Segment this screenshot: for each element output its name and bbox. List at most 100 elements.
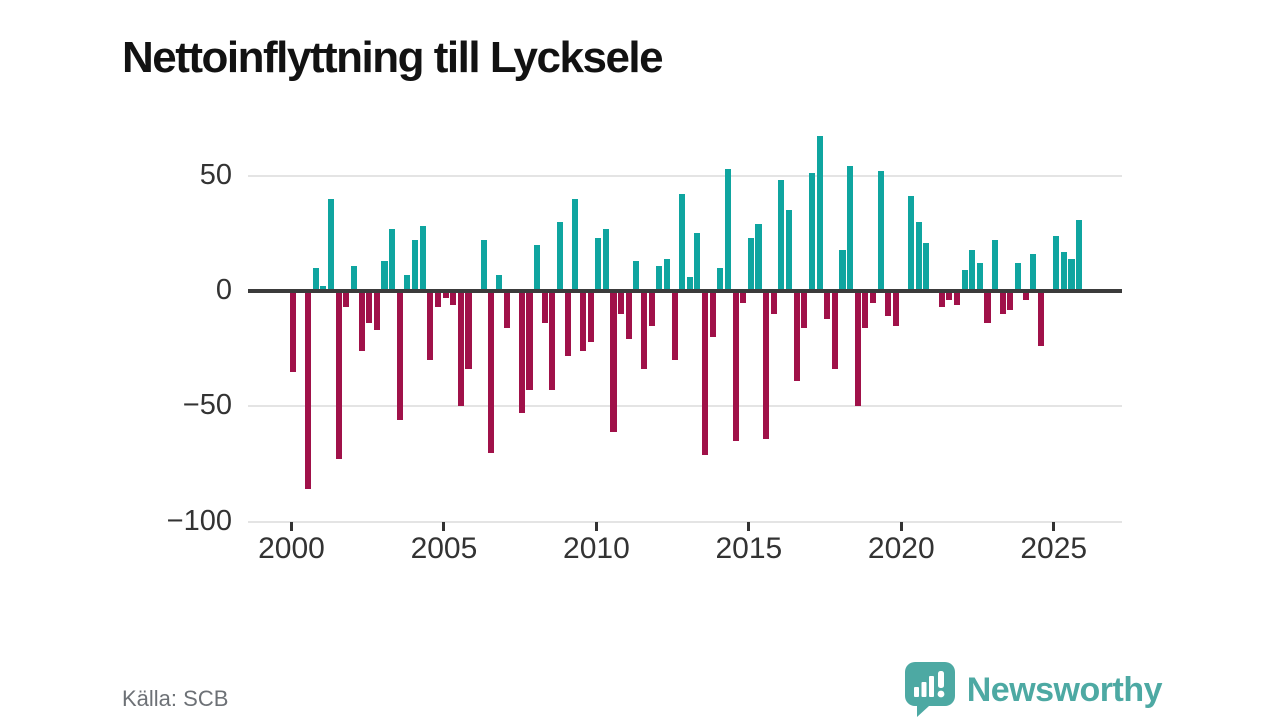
bar-negative bbox=[373, 291, 380, 331]
bar-negative bbox=[740, 291, 747, 303]
bar-positive bbox=[404, 274, 411, 291]
bar-negative bbox=[946, 291, 953, 301]
bar-positive bbox=[976, 263, 983, 291]
x-axis-tick-label: 2000 bbox=[258, 532, 325, 565]
bar-negative bbox=[579, 291, 587, 351]
bar-negative bbox=[541, 291, 548, 324]
y-axis-tick-label: −50 bbox=[182, 389, 232, 422]
chart-title: Nettoinflyttning till Lycksele bbox=[122, 33, 664, 83]
bar-negative bbox=[427, 291, 434, 361]
bar-positive bbox=[747, 237, 754, 291]
bar-positive bbox=[717, 267, 724, 291]
bar-positive bbox=[778, 180, 785, 291]
bar-negative bbox=[885, 291, 892, 317]
bar-positive bbox=[877, 171, 884, 291]
bar-positive bbox=[992, 240, 999, 291]
bar-positive bbox=[908, 196, 915, 291]
bar-negative bbox=[763, 291, 770, 439]
bar-positive bbox=[816, 136, 823, 291]
bar-negative bbox=[709, 291, 716, 338]
bar-negative bbox=[610, 291, 617, 432]
bar-positive bbox=[694, 233, 701, 291]
bar-negative bbox=[1037, 291, 1044, 347]
bar-negative bbox=[587, 291, 594, 342]
bar-positive bbox=[808, 173, 815, 291]
bar-positive bbox=[480, 240, 487, 291]
x-axis-tick-label: 2010 bbox=[563, 532, 630, 565]
bar-negative bbox=[488, 291, 495, 453]
bar-positive bbox=[923, 242, 930, 291]
bar-negative bbox=[732, 291, 739, 441]
bar-negative bbox=[305, 291, 312, 490]
bar-negative bbox=[358, 291, 365, 351]
bar-positive bbox=[602, 228, 609, 291]
bar-negative bbox=[1022, 291, 1029, 301]
x-axis-tick bbox=[1052, 521, 1056, 531]
bar-positive bbox=[1076, 219, 1083, 291]
bar-negative bbox=[503, 291, 510, 328]
bar-negative bbox=[465, 291, 472, 370]
bar-negative bbox=[862, 291, 869, 328]
bar-positive bbox=[350, 265, 358, 291]
bar-positive bbox=[320, 286, 327, 291]
bar-negative bbox=[457, 291, 464, 407]
bar-positive bbox=[381, 261, 388, 291]
bar-positive bbox=[1030, 254, 1037, 291]
bar-negative bbox=[396, 291, 403, 421]
bar-negative bbox=[518, 291, 525, 414]
bar-negative bbox=[335, 291, 342, 460]
bar-positive bbox=[969, 249, 976, 291]
bar-positive bbox=[312, 267, 319, 291]
bar-negative bbox=[793, 291, 800, 381]
brand-footer: Newsworthy bbox=[904, 662, 1163, 718]
bar-negative bbox=[640, 291, 648, 370]
bar-negative bbox=[869, 291, 877, 303]
bar-positive bbox=[755, 224, 762, 291]
x-axis-tick-label: 2005 bbox=[410, 532, 478, 565]
bar-positive bbox=[633, 261, 640, 291]
bar-positive bbox=[785, 210, 793, 291]
x-axis-tick bbox=[442, 521, 446, 531]
bar-negative bbox=[1007, 291, 1014, 310]
bar-negative bbox=[366, 291, 373, 324]
y-axis-tick-label: 50 bbox=[199, 158, 232, 191]
y-gridline bbox=[248, 520, 1122, 523]
bar-negative bbox=[442, 291, 449, 298]
bar-positive bbox=[847, 166, 854, 291]
x-axis-tick-label: 2020 bbox=[867, 532, 935, 565]
brand-name: Newsworthy bbox=[966, 670, 1163, 709]
x-axis-tick bbox=[899, 521, 903, 531]
bar-negative bbox=[526, 291, 533, 391]
bar-positive bbox=[1053, 235, 1060, 291]
bar-positive bbox=[839, 249, 846, 291]
bar-positive bbox=[1068, 258, 1075, 291]
bar-negative bbox=[625, 291, 632, 340]
bar-negative bbox=[801, 291, 808, 328]
bar-positive bbox=[961, 270, 968, 291]
bar-negative bbox=[289, 291, 296, 372]
bar-positive bbox=[679, 194, 686, 291]
bar-positive bbox=[656, 265, 663, 291]
bar-positive bbox=[595, 237, 602, 291]
bar-positive bbox=[328, 198, 335, 291]
zero-axis-line bbox=[248, 289, 1122, 293]
bar-negative bbox=[824, 291, 831, 319]
bar-positive bbox=[389, 228, 396, 291]
x-axis-tick-label: 2025 bbox=[1020, 532, 1088, 565]
bar-negative bbox=[671, 291, 678, 361]
x-axis-tick bbox=[747, 521, 751, 531]
bar-positive bbox=[419, 226, 426, 291]
y-axis-tick-label: −100 bbox=[166, 504, 232, 537]
bar-positive bbox=[557, 221, 564, 291]
bar-negative bbox=[770, 291, 777, 315]
bar-negative bbox=[618, 291, 625, 315]
source-note: Källa: SCB bbox=[122, 686, 229, 711]
bar-negative bbox=[953, 291, 961, 305]
bar-negative bbox=[702, 291, 709, 455]
bar-positive bbox=[724, 168, 732, 291]
bar-positive bbox=[572, 198, 579, 291]
bar-positive bbox=[915, 221, 922, 291]
bar-negative bbox=[564, 291, 571, 356]
x-axis-tick bbox=[594, 521, 598, 531]
